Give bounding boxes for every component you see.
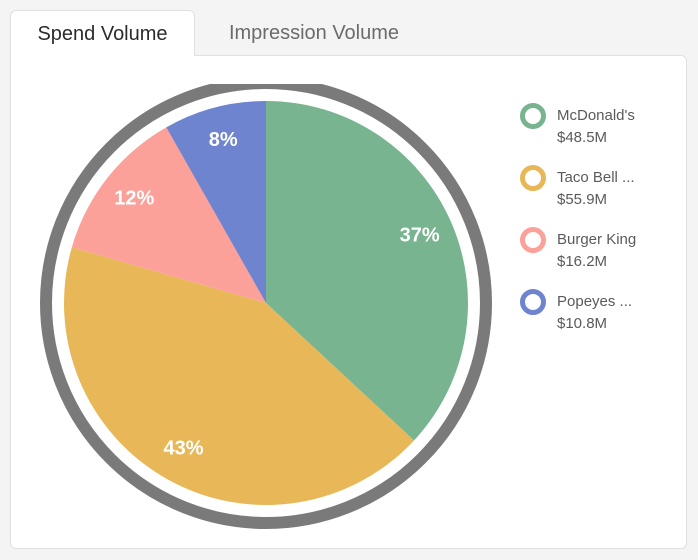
- legend-label: McDonald's: [557, 107, 635, 124]
- legend-value: $55.9M: [557, 191, 608, 208]
- legend-label: Popeyes ...: [557, 293, 633, 310]
- tab-impression-volume[interactable]: Impression Volume: [228, 22, 400, 44]
- pie-slice-mcdonalds[interactable]: [266, 101, 468, 441]
- legend-marker-icon: [520, 227, 546, 253]
- pie-label-popeyes: 8%: [209, 129, 238, 151]
- legend-value: $48.5M: [557, 129, 608, 146]
- pie-chart: 37% 43% 12% 8%: [40, 84, 492, 529]
- pie-slices: [64, 101, 468, 506]
- legend-value: $10.8M: [557, 315, 608, 332]
- legend-value: $16.2M: [557, 253, 608, 270]
- legend-label: Taco Bell ...: [557, 169, 635, 186]
- pie-slice-popeyes[interactable]: [166, 101, 266, 303]
- legend-marker-icon: [520, 165, 546, 191]
- pie-slice-burger-king[interactable]: [71, 127, 267, 303]
- chart-panel: 37% 43% 12% 8% McDonald's $48.5M Taco Bell …: [10, 55, 687, 549]
- pie-outer-ring: [40, 84, 492, 529]
- tab-spend-volume[interactable]: Spend Volume: [10, 10, 195, 56]
- pie-labels: 37% 43% 12% 8%: [114, 129, 440, 459]
- pie-label-taco-bell: 43%: [164, 437, 204, 459]
- pie-label-burger-king: 12%: [114, 188, 154, 210]
- pie-label-mcdonalds: 37%: [400, 224, 440, 246]
- pie-slice-taco-bell[interactable]: [64, 247, 415, 506]
- legend-marker-icon: [520, 289, 546, 315]
- legend-label: Burger King: [557, 231, 637, 248]
- legend-marker-icon: [520, 103, 546, 129]
